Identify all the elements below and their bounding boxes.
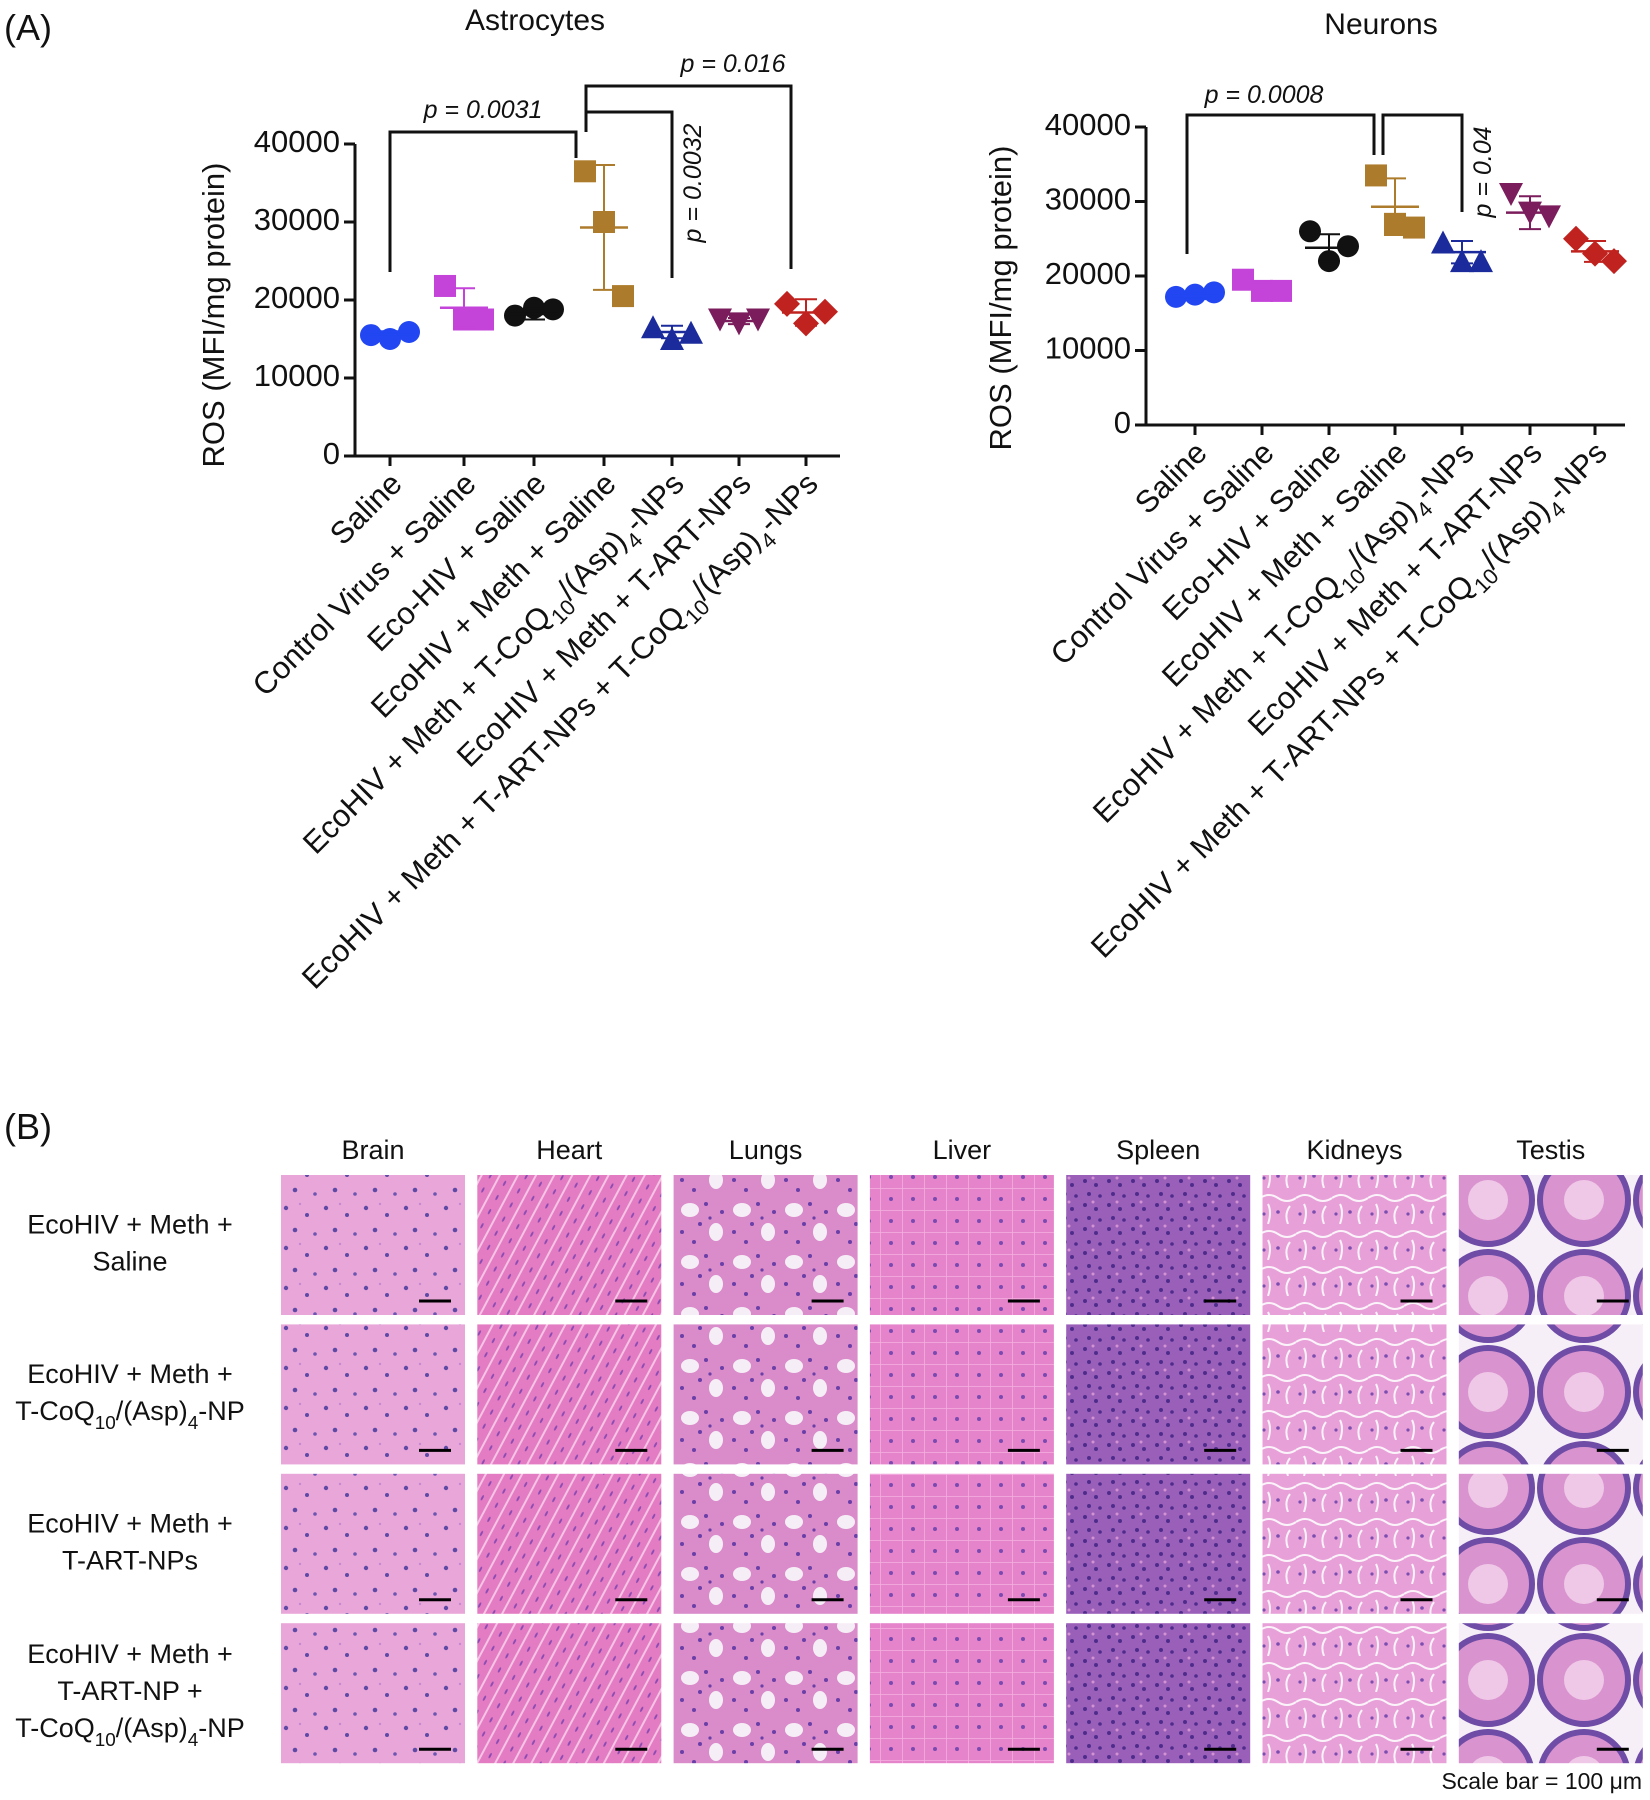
tissue-image: [869, 1175, 1054, 1315]
column-header: Brain: [341, 1135, 404, 1165]
tissue-image: [281, 1175, 465, 1315]
tissue-image: [869, 1324, 1054, 1465]
column-header: Heart: [536, 1135, 603, 1165]
column-header: Spleen: [1116, 1135, 1200, 1165]
point: [472, 308, 494, 331]
column-header: Liver: [933, 1135, 992, 1165]
point: [1365, 164, 1387, 187]
chart-title: Astrocytes: [465, 4, 605, 37]
row-label: T-CoQ10/(Asp)4-NP: [15, 1713, 245, 1750]
point: [1601, 248, 1627, 275]
tissue-image: [673, 1175, 858, 1315]
column-header: Testis: [1516, 1135, 1585, 1165]
row-label: T-ART-NP +: [57, 1676, 202, 1706]
y-axis-label: ROS (MFI/mg protein): [196, 163, 231, 468]
tissue-image: [281, 1623, 465, 1764]
tissue-image: [477, 1175, 662, 1315]
row-label: EcoHIV + Meth +: [27, 1210, 233, 1240]
y-tick-label: 20000: [254, 280, 340, 315]
row-label: T-ART-NPs: [62, 1545, 198, 1575]
row-label: EcoHIV + Meth +: [27, 1359, 233, 1389]
tissue-image: [1066, 1324, 1251, 1465]
point: [542, 298, 564, 321]
p-value: p = 0.0031: [423, 96, 543, 124]
point: [774, 290, 800, 317]
point: [1403, 216, 1425, 239]
tissue-image: [1066, 1473, 1251, 1614]
y-tick-label: 20000: [1045, 256, 1131, 291]
y-tick-label: 40000: [254, 124, 340, 159]
significance-bracket: [1185, 113, 1376, 254]
point: [434, 274, 456, 297]
tissue-image: [1262, 1473, 1447, 1614]
column-header: Kidneys: [1306, 1135, 1402, 1165]
y-tick-label: 10000: [1045, 331, 1131, 366]
tissue-image: [673, 1324, 858, 1465]
tissue-image: [281, 1473, 465, 1614]
point: [1232, 268, 1254, 291]
tissue-image: [1066, 1175, 1251, 1315]
chart-title: Neurons: [1324, 8, 1437, 41]
significance-bracket: [1381, 113, 1464, 212]
y-tick-label: 0: [323, 436, 340, 471]
tissue-image: [673, 1473, 858, 1614]
point: [1499, 183, 1523, 207]
significance-bracket: [388, 130, 578, 272]
point: [641, 315, 665, 339]
point: [1299, 220, 1321, 243]
point: [612, 285, 634, 308]
tissue-image: [1066, 1623, 1251, 1764]
y-tick-label: 10000: [254, 358, 340, 393]
row-label: T-CoQ10/(Asp)4-NP: [15, 1396, 245, 1433]
significance-bracket: [584, 110, 674, 278]
point: [1469, 249, 1493, 273]
tissue-image: [477, 1473, 662, 1614]
tissue-image: [1458, 1623, 1643, 1764]
row-label: Saline: [92, 1247, 167, 1277]
tissue-image: [1262, 1175, 1447, 1315]
p-value: p = 0.0008: [1204, 81, 1324, 109]
tissue-image: [869, 1623, 1054, 1764]
y-tick-label: 0: [1114, 405, 1131, 440]
tissue-image: [1458, 1324, 1643, 1465]
y-tick-label: 40000: [1045, 107, 1131, 142]
tissue-image: [1458, 1473, 1643, 1614]
point: [574, 160, 596, 183]
point: [1537, 205, 1561, 229]
p-value: p = 0.04: [1469, 126, 1497, 218]
point: [398, 320, 420, 343]
tissue-image: [1262, 1623, 1447, 1764]
y-tick-label: 30000: [1045, 182, 1131, 217]
panel-label: (A): [4, 7, 52, 48]
tissue-image: [477, 1324, 662, 1465]
point: [1337, 235, 1359, 258]
tissue-image: [281, 1324, 465, 1465]
point: [1270, 279, 1292, 302]
p-value: p = 0.016: [680, 50, 786, 78]
row-label: EcoHIV + Meth +: [27, 1508, 233, 1538]
row-label: EcoHIV + Meth +: [27, 1639, 233, 1669]
point: [504, 304, 526, 327]
panel-label: (B): [4, 1106, 52, 1147]
y-tick-label: 30000: [254, 202, 340, 237]
p-value: p = 0.0032: [679, 123, 707, 243]
scale-bar-caption: Scale bar = 100 μm: [1441, 1768, 1642, 1794]
tissue-image: [1262, 1324, 1447, 1465]
point: [1431, 230, 1455, 254]
point: [1563, 225, 1589, 252]
tissue-image: [1458, 1175, 1643, 1315]
tissue-image: [869, 1473, 1054, 1614]
tissue-image: [673, 1623, 858, 1764]
point: [1203, 281, 1225, 304]
column-header: Lungs: [729, 1135, 803, 1165]
significance-bracket: [584, 84, 793, 269]
y-axis-label: ROS (MFI/mg protein): [983, 146, 1018, 451]
tissue-image: [477, 1623, 662, 1764]
